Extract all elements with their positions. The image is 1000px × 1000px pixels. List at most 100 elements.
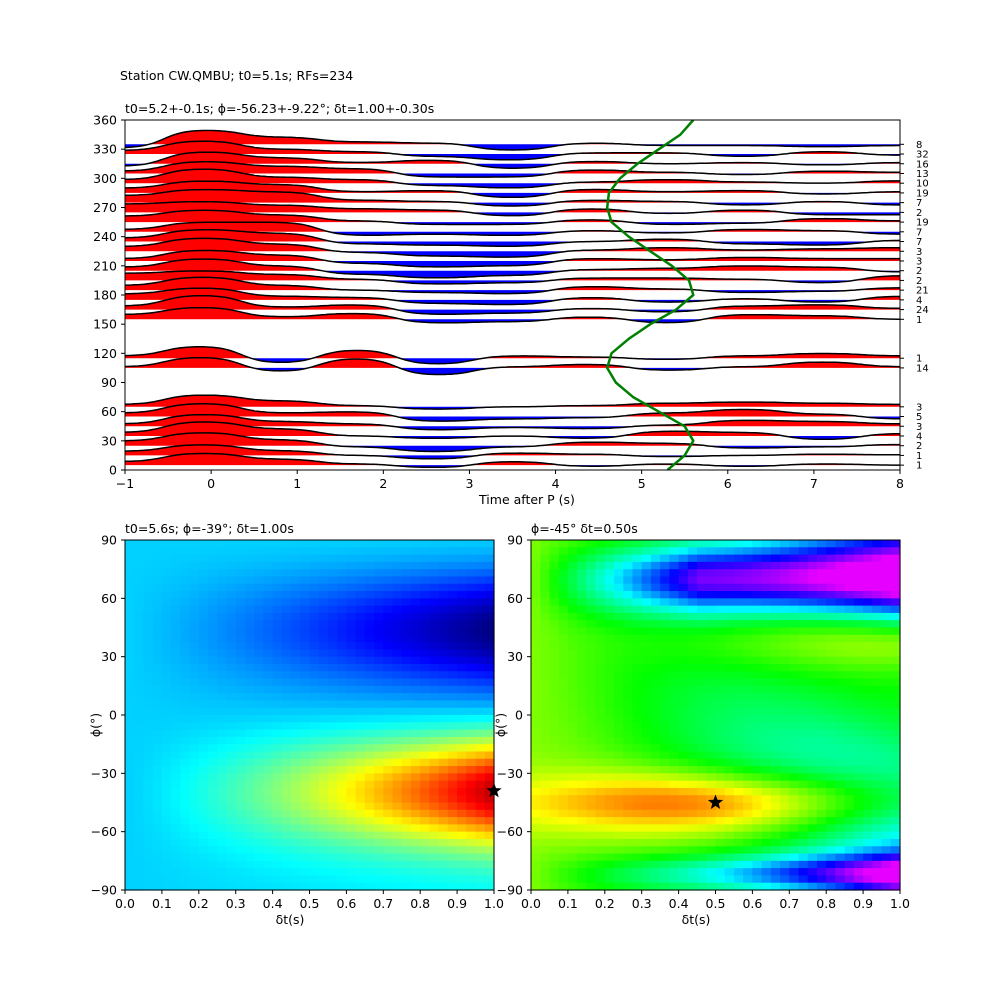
heatmap-cell (697, 700, 707, 709)
heatmap-cell (770, 700, 781, 709)
heatmap-cell (291, 707, 301, 716)
heatmap-cell (226, 802, 237, 811)
heatmap-cell (401, 554, 412, 563)
heatmap-cell (761, 605, 772, 614)
heatmap-cell (798, 605, 809, 614)
heatmap-cell (863, 868, 873, 877)
heatmap-cell (872, 838, 883, 847)
heatmap-cell (743, 612, 753, 621)
heatmap-cell (152, 678, 163, 687)
heatmap-cell (466, 744, 477, 753)
rf-x-tick-label: −1 (116, 476, 134, 491)
rf-trace-count-label: 5 (916, 412, 922, 423)
heatmap-cell (161, 685, 172, 694)
heatmap-cell (715, 591, 726, 599)
heatmap-cell (475, 569, 486, 578)
heatmap-cell (198, 540, 209, 548)
heatmap-cell (457, 766, 467, 774)
heatmap-cell (789, 554, 800, 563)
heatmap-cell (770, 882, 781, 891)
heatmap-cell (724, 715, 735, 723)
heatmap-cell (789, 736, 800, 745)
heatmap-cell (641, 831, 652, 840)
heatmap-cell (632, 860, 643, 869)
heatmap-cell (687, 744, 698, 753)
heatmap-cell (558, 773, 569, 782)
heatmap-cell (632, 649, 643, 658)
heatmap-cell (309, 671, 320, 680)
heatmap-cell (770, 838, 781, 847)
heatmap-cell (410, 576, 421, 585)
heatmap-cell (807, 831, 818, 840)
heatmap-cell (364, 831, 375, 840)
heatmap-cell (254, 605, 264, 614)
heatmap-cell (281, 547, 292, 556)
heatmap-cell (678, 547, 689, 556)
rf-trace-positive-fill (125, 181, 900, 193)
heatmap-cell (208, 780, 218, 789)
heatmap-cell (678, 605, 689, 614)
heatmap-cell (208, 663, 218, 672)
heatmap-cell (789, 860, 800, 869)
heatmap-cell (466, 671, 477, 680)
heatmap-cell (161, 766, 172, 774)
heatmap-cell (457, 817, 467, 825)
heatmap-cell (143, 766, 154, 774)
heatmap-x-tick-label: 0.6 (336, 896, 356, 911)
heatmap-cell (724, 598, 735, 607)
heatmap-cell (484, 663, 495, 672)
heatmap-cell (244, 554, 255, 563)
heatmap-cell (429, 547, 440, 556)
heatmap-cell (309, 649, 320, 658)
heatmap-cell (429, 868, 440, 877)
heatmap-cell (420, 795, 431, 804)
heatmap-cell (263, 612, 274, 621)
heatmap-cell (226, 634, 237, 643)
heatmap-cell (420, 736, 431, 745)
heatmap-cell (171, 547, 181, 556)
heatmap-cell (374, 809, 384, 818)
heatmap-cell (134, 868, 145, 877)
heatmap-cell (291, 634, 301, 643)
heatmap-cell (835, 744, 846, 753)
heatmap-cell (687, 642, 698, 650)
heatmap-cell (226, 838, 237, 847)
heatmap-cell (364, 583, 375, 592)
heatmap-cell (484, 656, 495, 665)
heatmap-cell (457, 875, 467, 884)
heatmap-cell (752, 736, 763, 745)
heatmap-cell (780, 642, 790, 650)
heatmap-cell (438, 838, 449, 847)
heatmap-cell (410, 620, 421, 629)
heatmap-cell (669, 605, 680, 614)
heatmap-cell (567, 853, 578, 862)
heatmap-cell (125, 868, 135, 877)
heatmap-cell (401, 846, 412, 855)
heatmap-cell (337, 649, 347, 658)
heatmap-cell (300, 729, 311, 738)
heatmap-cell (531, 853, 541, 862)
heatmap-y-tick-label: 60 (101, 591, 117, 606)
heatmap-cell (208, 707, 218, 716)
heatmap-cell (152, 838, 163, 847)
heatmap-cell (558, 605, 569, 614)
heatmap-cell (678, 766, 689, 774)
heatmap-cell (484, 583, 495, 592)
heatmap-cell (161, 846, 172, 855)
heatmap-cell (438, 547, 449, 556)
heatmap-cell (161, 802, 172, 811)
heatmap-cell (217, 685, 228, 694)
heatmap-x-tick-label: 0.0 (115, 896, 135, 911)
heatmap-cell (724, 540, 735, 548)
heatmap-cell (604, 853, 615, 862)
heatmap-cell (558, 693, 569, 702)
heatmap-cell (309, 853, 320, 862)
heatmap-cell (143, 598, 154, 607)
rf-trace-negative-fill (125, 192, 900, 198)
heatmap-cell (383, 744, 394, 753)
heatmap-cell (438, 642, 449, 650)
heatmap-cell (300, 620, 311, 629)
heatmap-cell (300, 561, 311, 570)
heatmap-cell (540, 766, 551, 774)
heatmap-cell (743, 627, 753, 636)
